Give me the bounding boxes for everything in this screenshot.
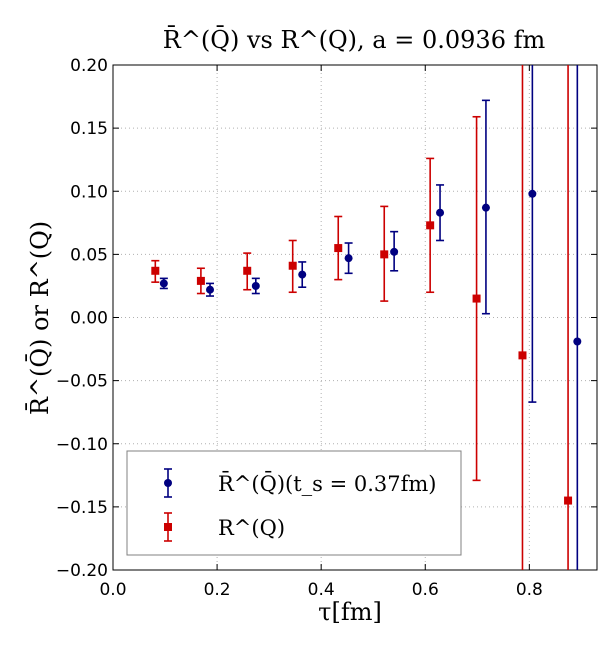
y-tick-label: 0.15 xyxy=(70,119,108,139)
data-point xyxy=(298,270,307,279)
data-point xyxy=(196,276,205,285)
data-point xyxy=(472,294,481,303)
legend-label: R̄^(Q̄)(t_s = 0.37fm) xyxy=(218,471,437,496)
legend-marker xyxy=(164,479,172,487)
y-tick-label: 0.05 xyxy=(70,245,108,265)
data-point xyxy=(288,261,297,270)
legend: R̄^(Q̄)(t_s = 0.37fm) R^(Q) xyxy=(126,450,462,556)
y-tick-label: 0.10 xyxy=(70,182,108,202)
series-0 xyxy=(159,65,582,570)
data-point xyxy=(390,247,399,256)
data-point xyxy=(436,208,445,217)
data-point xyxy=(573,337,582,346)
data-point xyxy=(243,266,252,275)
data-point xyxy=(251,281,260,290)
y-tick-label: −0.15 xyxy=(56,498,108,518)
y-tick-label: 0.20 xyxy=(70,56,108,76)
x-tick-label: 0.2 xyxy=(204,580,231,600)
data-point xyxy=(344,254,353,263)
data-point xyxy=(151,266,160,275)
x-tick-label: 0.8 xyxy=(516,580,543,600)
series xyxy=(151,65,582,570)
data-point xyxy=(206,285,215,294)
data-point xyxy=(159,279,168,288)
data-point xyxy=(426,221,435,230)
data-point xyxy=(380,250,389,259)
legend-entry-1: R^(Q) xyxy=(164,512,285,542)
axis-ticks: 0.0 0.2 0.4 0.6 0.8 0.20 0.15 0.10 0.05 0.00 −0.05… xyxy=(56,56,597,600)
data-point xyxy=(564,496,573,505)
x-tick-label: 0.6 xyxy=(412,580,439,600)
y-tick-label: 0.00 xyxy=(70,309,108,329)
chart-title: R̄^(Q̄) vs R^(Q), a = 0.0936 fm xyxy=(163,26,546,54)
y-tick-label: −0.10 xyxy=(56,435,108,455)
data-point xyxy=(481,203,490,212)
x-tick-label: 0.0 xyxy=(99,580,126,600)
legend-marker xyxy=(164,523,172,531)
legend-box xyxy=(126,450,462,556)
data-point xyxy=(334,244,343,253)
x-axis-label: τ[fm] xyxy=(318,598,382,626)
y-axis-label: R̄^(Q̄) or R^(Q) xyxy=(26,221,54,415)
series-1 xyxy=(151,65,573,570)
x-tick-label: 0.4 xyxy=(308,580,335,600)
data-point xyxy=(528,189,537,198)
data-point xyxy=(518,351,527,360)
y-tick-label: −0.20 xyxy=(56,561,108,581)
y-tick-label: −0.05 xyxy=(56,372,108,392)
legend-entry-0: R̄^(Q̄)(t_s = 0.37fm) xyxy=(164,468,437,498)
legend-label: R^(Q) xyxy=(218,516,285,540)
